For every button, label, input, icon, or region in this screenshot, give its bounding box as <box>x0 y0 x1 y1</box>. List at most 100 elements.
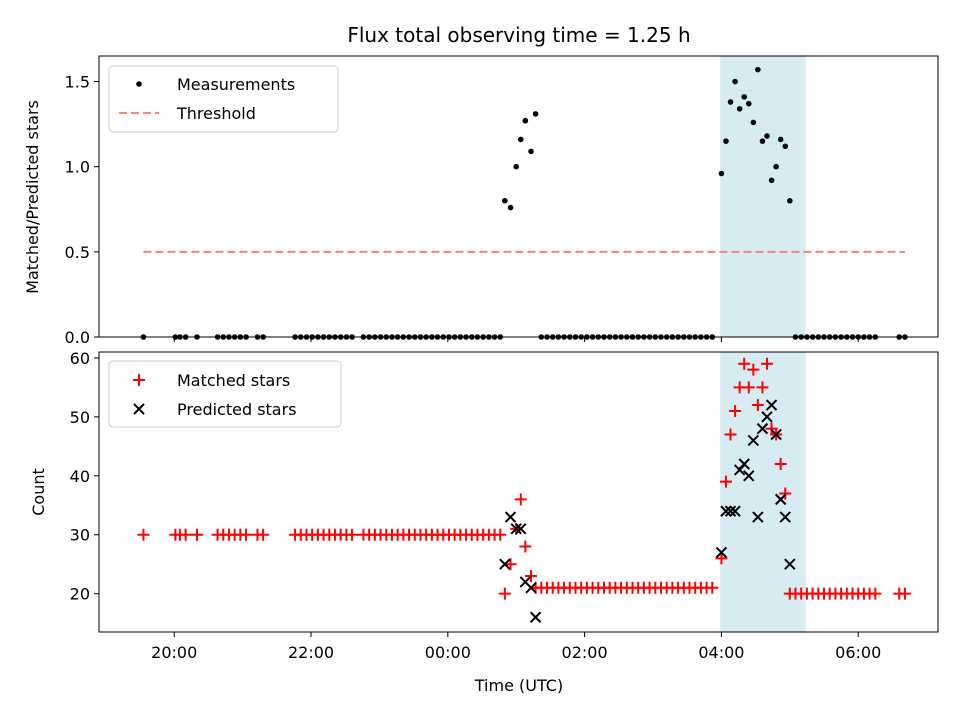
matched-star-point <box>738 357 751 370</box>
measurement-point <box>732 78 738 85</box>
legend-label-predicted: Predicted stars <box>177 400 297 419</box>
legend-marker-measurements <box>136 81 142 87</box>
measurement-point <box>768 177 775 184</box>
predicted-star-point <box>752 511 764 523</box>
count-panel: Count Time (UTC) 20:00 22:00 00:00 02:00 04:… <box>29 349 939 695</box>
count-highlight-span <box>720 352 806 632</box>
predicted-star-point <box>525 582 537 594</box>
matched-star-point <box>346 528 359 541</box>
matched-star-point <box>240 528 253 541</box>
predicted-star-point <box>784 558 796 570</box>
predicted-star-point <box>738 458 750 470</box>
matched-star-point <box>729 404 742 417</box>
ratio-panel: Matched/Predicted stars 0.0 0.5 1.0 1.5 Mea… <box>23 55 939 347</box>
measurement-point <box>750 119 757 126</box>
measurement-point <box>522 117 529 124</box>
matched-star-point <box>774 458 787 470</box>
predicted-star-point <box>761 411 773 423</box>
predicted-star-point <box>504 511 517 523</box>
matched-star-point <box>494 528 507 541</box>
matched-star-point <box>779 487 792 500</box>
matched-star-point <box>498 587 511 600</box>
measurement-point <box>528 148 534 155</box>
x-tick-label: 04:00 <box>698 643 744 662</box>
count-y-tick-label: 50 <box>70 408 90 427</box>
matched-star-point <box>898 587 911 600</box>
legend-marker-predicted <box>133 403 145 415</box>
ratio-highlight-span <box>720 56 806 337</box>
predicted-star-point <box>510 523 522 535</box>
measurement-point <box>727 99 734 105</box>
predicted-star-point <box>499 558 511 570</box>
ratio-y-tick-label: 1.5 <box>65 73 90 92</box>
measurement-point <box>777 136 784 143</box>
matched-star-point <box>715 552 728 565</box>
measurement-point <box>507 204 514 211</box>
measurement-point <box>787 197 793 204</box>
matched-star-point <box>525 570 538 582</box>
matched-star-point <box>137 528 150 541</box>
count-legend: Matched stars Predicted stars <box>108 360 342 428</box>
matched-star-point <box>742 381 755 394</box>
matched-star-point <box>504 558 517 571</box>
matched-star-point <box>257 528 270 541</box>
predicted-star-point <box>720 505 732 517</box>
ratio-y-tick-label: 0.5 <box>65 243 90 262</box>
measurement-point <box>759 138 766 144</box>
measurement-point <box>736 105 743 112</box>
measurement-point <box>517 136 524 143</box>
matched-star-point <box>179 528 192 541</box>
count-y-tick-label: 30 <box>70 526 90 545</box>
matched-star-point <box>191 528 204 541</box>
predicted-star-point <box>779 511 791 523</box>
matched-star-point <box>719 475 732 488</box>
measurement-point <box>532 111 539 117</box>
x-tick-label: 20:00 <box>151 643 197 662</box>
predicted-star-point <box>515 523 527 535</box>
predicted-star-point <box>747 434 760 447</box>
x-axis-label: Time (UTC) <box>474 676 563 695</box>
predicted-star-point <box>756 422 769 435</box>
measurement-point <box>513 163 520 170</box>
count-y-axis-label: Count <box>29 468 48 516</box>
matched-star-point <box>756 381 769 394</box>
matched-star-point <box>724 428 737 441</box>
ratio-y-tick-label: 1.0 <box>65 158 90 177</box>
matched-star-point <box>761 357 774 370</box>
legend-marker-matched <box>133 374 145 386</box>
matched-star-point <box>519 540 532 553</box>
count-y-tick-label: 40 <box>70 467 90 486</box>
predicted-star-point <box>729 505 741 517</box>
ratio-legend: Measurements Threshold <box>108 65 339 133</box>
legend-label-threshold: Threshold <box>176 104 256 123</box>
measurement-point <box>741 94 748 100</box>
measurement-point <box>755 66 761 73</box>
count-y-tick-label: 60 <box>70 349 90 368</box>
x-tick-label: 06:00 <box>835 643 881 662</box>
count-y-tick-label: 20 <box>70 585 90 604</box>
matched-star-point <box>514 493 527 506</box>
x-tick-label: 02:00 <box>562 643 608 662</box>
matched-star-point <box>869 587 882 600</box>
ratio-legend-box <box>108 65 339 133</box>
ratio-y-axis-label: Matched/Predicted stars <box>23 100 42 294</box>
matched-star-point <box>751 399 764 412</box>
predicted-star-point <box>765 399 778 411</box>
legend-label-matched: Matched stars <box>177 371 290 390</box>
measurement-point <box>718 170 725 177</box>
measurement-point <box>502 197 508 204</box>
matched-star-point <box>747 363 760 376</box>
legend-label-measurements: Measurements <box>177 75 295 94</box>
measurement-point <box>773 163 779 170</box>
chart-title: Flux total observing time = 1.25 h <box>347 23 690 47</box>
predicted-star-point <box>724 505 737 517</box>
predicted-star-point <box>743 470 755 482</box>
count-axes-frame <box>98 351 939 633</box>
predicted-star-point <box>715 546 728 559</box>
predicted-star-point <box>529 611 542 623</box>
measurement-point <box>782 143 789 150</box>
predicted-star-point <box>770 428 782 441</box>
matched-star-point <box>706 581 719 594</box>
ratio-y-tick-label: 0.0 <box>65 328 90 347</box>
